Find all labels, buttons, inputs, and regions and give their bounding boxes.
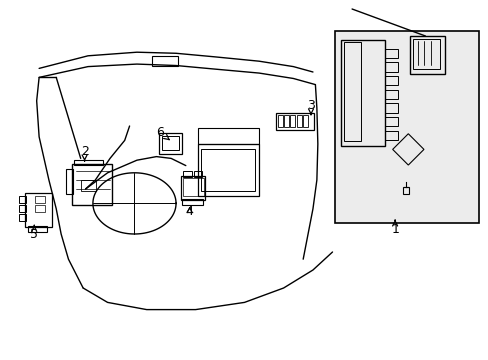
Bar — [35, 205, 45, 212]
Bar — [409, 36, 444, 74]
Text: 4: 4 — [185, 205, 193, 218]
Bar — [193, 171, 202, 177]
Bar — [412, 39, 439, 69]
Text: 2: 2 — [81, 145, 88, 161]
Bar — [72, 164, 112, 205]
Bar — [385, 103, 397, 113]
Bar — [19, 196, 26, 203]
Text: 1: 1 — [390, 220, 398, 236]
Bar — [19, 214, 26, 221]
Bar — [66, 169, 73, 194]
Bar — [385, 76, 397, 85]
Bar — [198, 144, 259, 196]
Bar — [181, 176, 205, 200]
Bar — [303, 115, 307, 127]
Bar — [334, 31, 478, 223]
Bar — [284, 115, 288, 127]
Bar — [74, 160, 102, 165]
Bar — [276, 113, 314, 130]
Bar — [343, 42, 360, 141]
Bar — [201, 149, 255, 191]
Bar — [19, 205, 26, 212]
Bar — [296, 115, 301, 127]
Bar — [385, 62, 397, 72]
Bar — [334, 31, 478, 223]
Bar — [162, 136, 179, 150]
Bar — [385, 90, 397, 99]
Bar — [28, 226, 47, 232]
Text: 5: 5 — [30, 225, 38, 241]
Bar — [385, 49, 397, 58]
Bar — [198, 128, 259, 144]
Bar — [183, 171, 191, 177]
Bar — [159, 133, 182, 154]
Bar — [183, 178, 203, 196]
Bar — [277, 115, 282, 127]
Bar — [182, 199, 203, 205]
Bar — [81, 180, 96, 191]
Text: 6: 6 — [156, 126, 169, 140]
Bar — [385, 131, 397, 140]
Text: 3: 3 — [306, 99, 314, 114]
Bar — [385, 117, 397, 126]
Bar — [290, 115, 295, 127]
Bar — [341, 40, 385, 146]
Bar — [35, 196, 45, 203]
Bar — [151, 56, 178, 66]
Bar — [25, 193, 52, 227]
Bar — [402, 187, 408, 194]
